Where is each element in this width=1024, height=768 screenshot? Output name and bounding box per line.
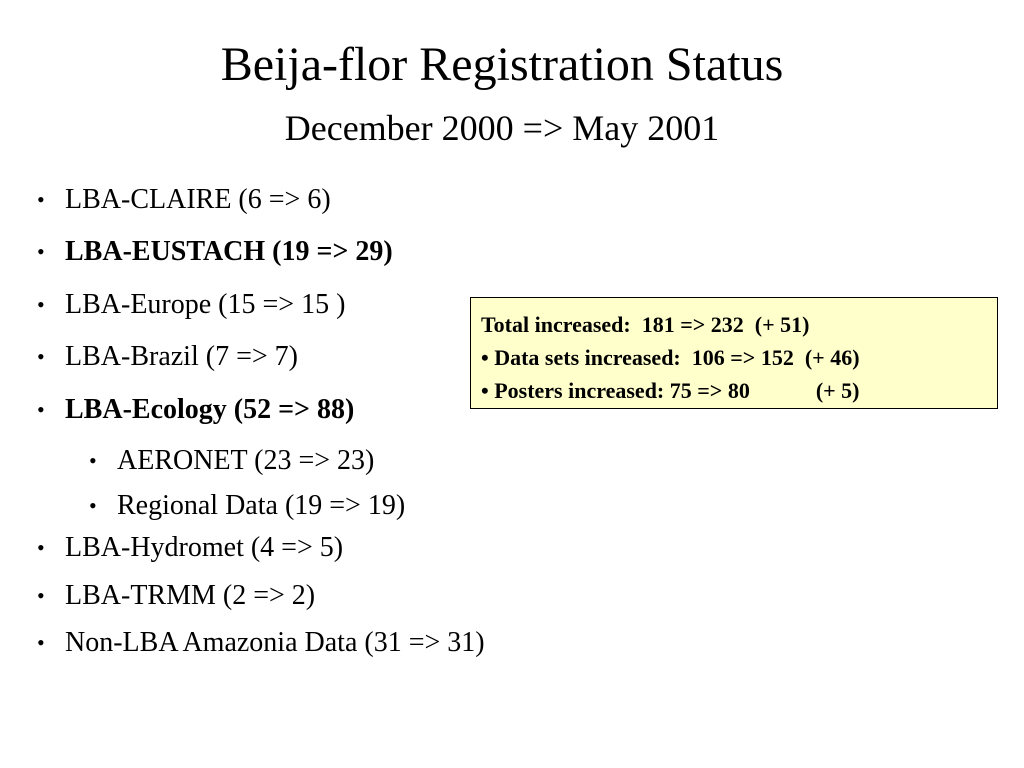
bullet-item: LBA-Europe (15 => 15 ) <box>37 288 345 322</box>
slide-subtitle: December 2000 => May 2001 <box>284 108 720 148</box>
bullet-item: Non-LBA Amazonia Data (31 => 31) <box>37 626 485 660</box>
bullet-item: LBA-Ecology (52 => 88) <box>37 393 354 427</box>
bullet-item: LBA-TRMM (2 => 2) <box>37 579 315 613</box>
bullet-item: LBA-EUSTACH (19 => 29) <box>37 235 393 269</box>
bullet-item: LBA-Hydromet (4 => 5) <box>37 531 343 565</box>
summary-box: Total increased: 181 => 232 (+ 51) • Data… <box>470 297 998 409</box>
summary-line: • Data sets increased: 106 => 152 (+ 46) <box>481 345 860 370</box>
summary-line: • Posters increased: 75 => 80 (+ 5) <box>481 378 860 403</box>
bullet-item: LBA-Brazil (7 => 7) <box>37 340 298 374</box>
bullet-item: LBA-CLAIRE (6 => 6) <box>37 183 331 217</box>
slide-title: Beija-flor Registration Status <box>220 38 784 91</box>
sub-bullet-item: Regional Data (19 => 19) <box>89 489 405 523</box>
summary-line: Total increased: 181 => 232 (+ 51) <box>481 312 810 337</box>
sub-bullet-item: AERONET (23 => 23) <box>89 444 374 478</box>
